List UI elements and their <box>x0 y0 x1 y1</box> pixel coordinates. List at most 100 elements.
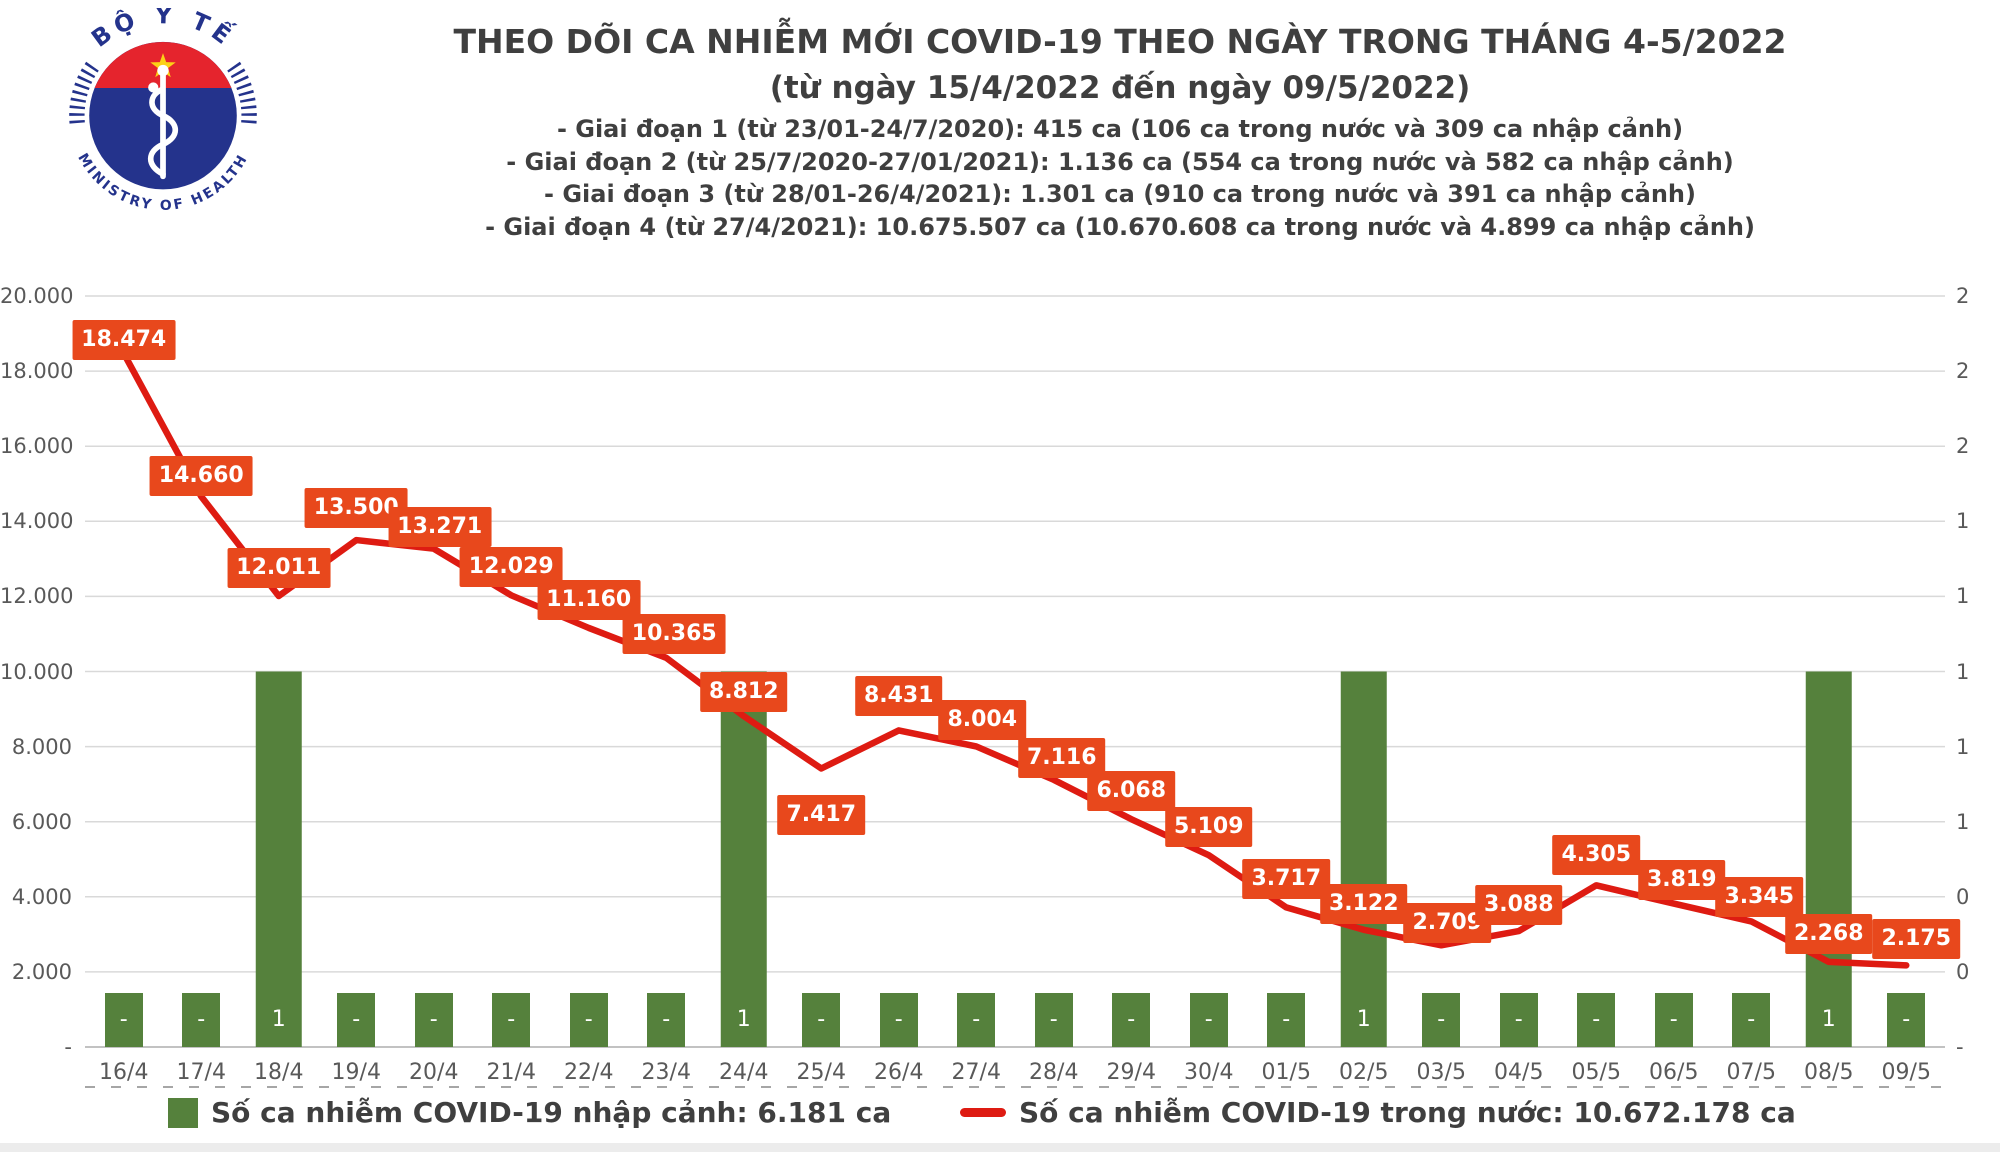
x-axis-date-label: 04/5 <box>1494 1060 1544 1085</box>
line-data-label: 7.116 <box>1017 737 1106 778</box>
bar-data-label: - <box>1112 993 1151 1047</box>
line-data-label: 5.109 <box>1164 807 1253 848</box>
x-axis-date-label: 19/4 <box>331 1060 381 1085</box>
bar-data-label: - <box>1422 993 1461 1047</box>
x-axis-date-label: 28/4 <box>1029 1060 1079 1085</box>
x-axis-date-label: 06/5 <box>1649 1060 1699 1085</box>
bar-data-label: - <box>1499 993 1538 1047</box>
bar-data-label: - <box>337 993 376 1047</box>
x-axis-date-label: 30/4 <box>1184 1060 1234 1085</box>
bar-data-label: - <box>1654 993 1693 1047</box>
line-data-label: 6.068 <box>1087 771 1176 812</box>
x-axis-date-label: 17/4 <box>176 1060 226 1085</box>
bar-data-label: - <box>1887 993 1926 1047</box>
bar-imported <box>255 671 302 1047</box>
y-axis-label-left: 18.000 <box>0 359 74 384</box>
line-data-label: 2.268 <box>1784 913 1873 954</box>
bar-data-label: - <box>802 993 841 1047</box>
y-axis-label-left: 20.000 <box>0 284 74 308</box>
x-axis-date-label: 16/4 <box>99 1060 149 1085</box>
line-data-label: 8.431 <box>854 676 943 717</box>
x-axis-date-label: 22/4 <box>564 1060 614 1085</box>
x-axis-date-label: 01/5 <box>1261 1060 1311 1085</box>
x-axis-date-label: 23/4 <box>641 1060 691 1085</box>
x-axis-date-label: 27/4 <box>951 1060 1001 1085</box>
logo-hatch-right-icon <box>227 61 257 124</box>
y-axis-label-right: 1 <box>1956 509 1970 534</box>
line-data-label: 4.305 <box>1552 835 1641 876</box>
y-axis-label-left: 16.000 <box>0 434 74 459</box>
bar-data-label: - <box>414 993 453 1047</box>
bar-data-label: 1 <box>1809 993 1848 1047</box>
bar-data-label: - <box>1034 993 1073 1047</box>
moh-logo: BỘ Y TẾ MINISTRY OF HEALTH <box>69 8 257 213</box>
y-axis-label-right: 0 <box>1956 884 1970 909</box>
line-data-label: 3.819 <box>1637 859 1726 900</box>
x-axis-date-label: 18/4 <box>254 1060 304 1085</box>
line-data-label: 13.271 <box>388 506 492 547</box>
line-data-label: 7.417 <box>777 795 866 836</box>
bar-data-label: - <box>1267 993 1306 1047</box>
line-data-label: 12.029 <box>459 547 563 588</box>
y-axis-label-left: 2.000 <box>11 959 72 984</box>
legend-item-domestic: Số ca nhiễm COVID-19 trong nước: 10.672.… <box>960 1096 1796 1129</box>
x-axis-date-label: 21/4 <box>486 1060 536 1085</box>
bar-data-label: - <box>569 993 608 1047</box>
y-axis-label-right: 2 <box>1956 434 1970 459</box>
bar-data-label: 1 <box>724 993 763 1047</box>
x-axis-date-label: 02/5 <box>1339 1060 1389 1085</box>
window-bottom-edge <box>0 1143 2000 1152</box>
logo-snake-icon <box>147 87 179 177</box>
y-axis-label-right: 1 <box>1956 584 1970 609</box>
y-axis-label-left: - <box>64 1035 72 1059</box>
logo-hatch-left-icon <box>69 61 99 124</box>
line-data-label: 8.812 <box>699 672 788 713</box>
bar-data-label: - <box>104 993 143 1047</box>
y-axis-label-right: 2 <box>1956 284 1970 308</box>
x-axis-date-label: 03/5 <box>1416 1060 1466 1085</box>
y-axis-label-right: 2 <box>1956 359 1970 384</box>
phase-note-1: - Giai đoạn 1 (từ 23/01-24/7/2020): 415 … <box>556 115 1684 143</box>
bar-imported <box>720 671 767 1047</box>
bar-data-label: - <box>182 993 221 1047</box>
legend-label-imported: Số ca nhiễm COVID-19 nhập cảnh: 6.181 ca <box>211 1096 892 1129</box>
line-data-label: 3.345 <box>1715 877 1804 918</box>
phase-note-2: - Giai đoạn 2 (từ 25/7/2020-27/01/2021):… <box>506 147 1734 176</box>
page-subtitle: (từ ngày 15/4/2022 đến ngày 09/5/2022) <box>769 70 1471 106</box>
legend-label-domestic: Số ca nhiễm COVID-19 trong nước: 10.672.… <box>1019 1096 1796 1129</box>
bar-imported <box>1340 671 1387 1047</box>
line-data-label: 14.660 <box>149 455 253 496</box>
bar-data-label: - <box>1732 993 1771 1047</box>
legend-item-imported: Số ca nhiễm COVID-19 nhập cảnh: 6.181 ca <box>168 1096 891 1129</box>
line-data-label: 11.160 <box>537 579 641 620</box>
bar-data-label: - <box>1189 993 1228 1047</box>
y-axis-label-right: - <box>1956 1035 1964 1059</box>
bar-imported <box>1805 671 1852 1047</box>
y-axis-label-right: 1 <box>1956 809 1970 834</box>
line-data-label: 3.717 <box>1242 859 1331 900</box>
bar-data-label: - <box>957 993 996 1047</box>
line-data-label: 2.175 <box>1872 919 1961 960</box>
logo-staff-rod <box>160 72 166 180</box>
x-axis-date-label: 05/5 <box>1571 1060 1621 1085</box>
y-axis-label-left: 10.000 <box>0 659 74 684</box>
bar-data-label: - <box>647 993 686 1047</box>
x-axis-date-label: 29/4 <box>1106 1060 1156 1085</box>
line-data-label: 8.004 <box>938 700 1027 741</box>
logo-staff-top <box>157 64 169 77</box>
x-axis-date-label: 09/5 <box>1881 1060 1931 1085</box>
x-axis-date-label: 24/4 <box>719 1060 769 1085</box>
bar-data-label: - <box>492 993 531 1047</box>
y-axis-label-left: 6.000 <box>11 809 72 834</box>
bar-data-label: - <box>1577 993 1616 1047</box>
bar-data-label: 1 <box>259 993 298 1047</box>
line-data-label: 10.365 <box>622 613 726 654</box>
y-axis-label-left: 14.000 <box>0 509 74 534</box>
line-data-label: 3.122 <box>1319 883 1408 924</box>
line-data-label: 12.011 <box>227 547 331 588</box>
legend-swatch-bar-icon <box>168 1097 198 1128</box>
x-axis-date-label: 26/4 <box>874 1060 924 1085</box>
